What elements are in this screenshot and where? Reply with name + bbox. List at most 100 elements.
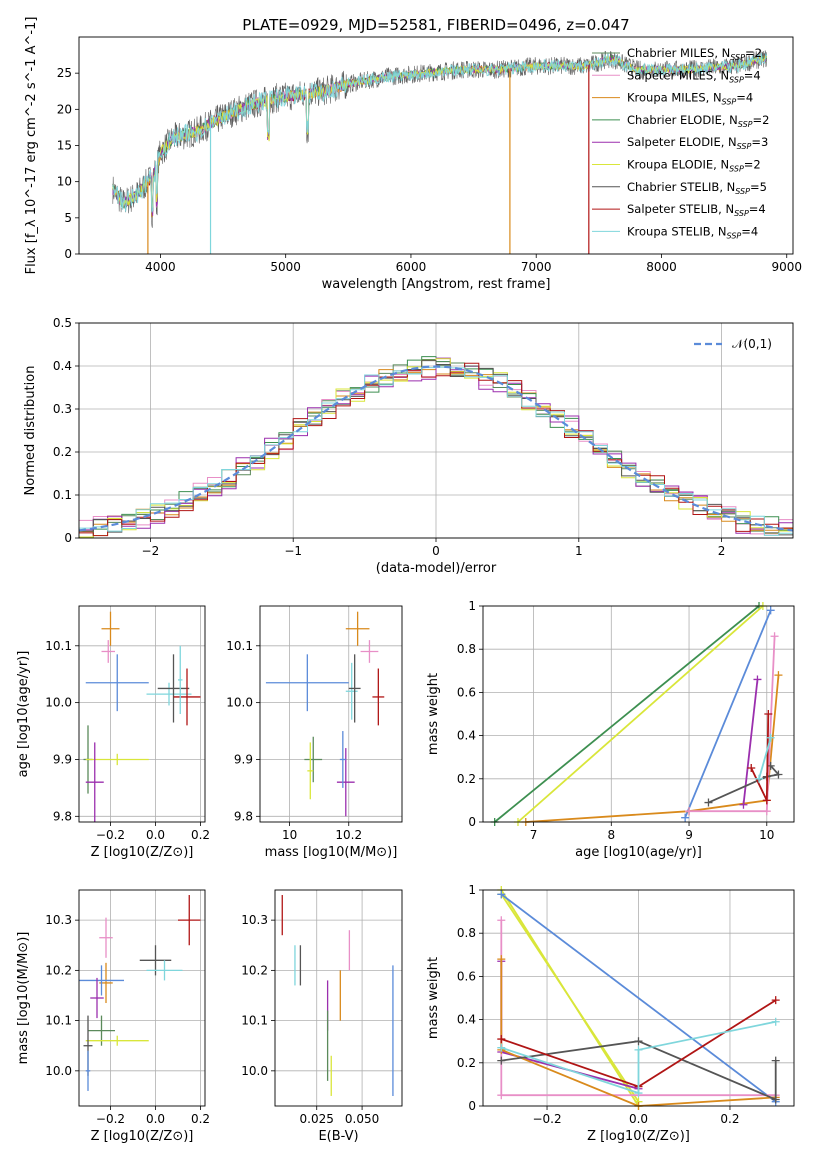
y-tick-label: 10.2 xyxy=(241,963,268,977)
axes-frame xyxy=(78,322,794,539)
x-axis-label: E(B-V) xyxy=(318,1129,358,1144)
weight-marker xyxy=(681,813,690,822)
x-tick-label: 10 xyxy=(282,828,297,842)
weight-line xyxy=(494,605,760,823)
x-axis-label: age [log10(age/yr)] xyxy=(575,845,702,860)
weight-line xyxy=(708,765,781,804)
x-tick-label: 5000 xyxy=(270,260,301,274)
x-tick-label: −0.2 xyxy=(532,1112,561,1126)
y-tick-label: 0.2 xyxy=(53,445,72,459)
axes-frame xyxy=(482,889,795,1107)
y-tick-label: 0.8 xyxy=(457,926,476,940)
weight-marker xyxy=(766,606,775,615)
y-axis-label: Normed distribution xyxy=(23,366,38,496)
x-tick-label: 0.0 xyxy=(146,1112,165,1126)
plot-area-residual_histogram xyxy=(79,356,793,538)
legend-label: Salpeter MILES, NSSP=4 xyxy=(627,68,761,84)
y-tick-label: 0.2 xyxy=(457,1056,476,1070)
weight-marker xyxy=(747,764,756,772)
x-tick-label: −2 xyxy=(142,544,160,558)
y-tick-label: 0.6 xyxy=(457,969,476,983)
weight-marker xyxy=(704,798,713,807)
panel-weight_vs_age: 7 8 9 10 0 0.2 0.4 0.6 0.8 1 age [log10(age/yr)] ma… xyxy=(426,599,795,860)
weight-marker xyxy=(497,955,506,964)
axes-frame xyxy=(78,605,206,823)
axes-frame xyxy=(259,605,403,823)
panel-residual_histogram: −2 −1 0 1 2 0 0.1 0.2 0.3 0.4 0.5 (data-model)/erro… xyxy=(23,316,794,576)
y-tick-label: 0.2 xyxy=(457,772,476,786)
x-tick-label: 0 xyxy=(432,544,440,558)
y-tick-label: 0.3 xyxy=(53,402,72,416)
y-tick-label: 10.3 xyxy=(45,913,72,927)
y-tick-label: 9.9 xyxy=(53,752,72,766)
weight-marker xyxy=(755,774,764,783)
y-axis-label: mass weight xyxy=(426,673,441,755)
y-tick-label: 0.4 xyxy=(53,359,72,373)
spectrum-line-kroupa-elodie xyxy=(112,55,767,209)
y-tick-label: 20 xyxy=(57,102,72,116)
weight-line xyxy=(501,1040,777,1101)
y-tick-label: 10.2 xyxy=(45,963,72,977)
y-tick-label: 1 xyxy=(468,599,476,613)
y-tick-label: 0 xyxy=(468,1099,476,1113)
y-tick-label: 9.9 xyxy=(234,752,253,766)
weight-line xyxy=(758,737,772,780)
y-tick-label: 10.0 xyxy=(45,1064,72,1078)
plot-area-spectrum xyxy=(112,49,768,254)
panel-age_vs_Z: −0.2 0.0 0.2 9.8 9.9 10.0 10.1 Z [log10(Z/Z⊙)] a… xyxy=(16,605,210,860)
legend-label: Salpeter STELIB, NSSP=4 xyxy=(627,202,766,218)
x-tick-label: 2 xyxy=(718,544,726,558)
weight-line xyxy=(525,675,780,823)
legend-label: Kroupa ELODIE, NSSP=2 xyxy=(627,158,761,174)
y-tick-label: 0.4 xyxy=(457,729,476,743)
x-tick-label: −0.2 xyxy=(96,828,125,842)
legend-label: Chabrier MILES, NSSP=2 xyxy=(627,46,762,62)
weight-marker xyxy=(634,1089,643,1098)
histogram-step-kroupa-elodie xyxy=(79,358,793,538)
y-tick-label: 0 xyxy=(64,531,72,545)
y-tick-label: 0.8 xyxy=(457,642,476,656)
plot-area-weight_vs_age xyxy=(490,602,783,826)
plot-area-weight_vs_Z xyxy=(497,886,780,1110)
x-tick-label: 10 xyxy=(759,828,774,842)
weight-marker xyxy=(762,807,771,816)
figure-title: PLATE=0929, MJD=52581, FIBERID=0496, z=0… xyxy=(242,16,629,34)
x-tick-label: 0.025 xyxy=(300,1112,334,1126)
y-axis-label: mass [log10(M/M⊙)] xyxy=(16,932,31,1065)
weight-line xyxy=(500,959,776,1107)
x-tick-label: 0.0 xyxy=(146,828,165,842)
weight-line xyxy=(500,893,777,1103)
x-tick-label: 4000 xyxy=(145,260,176,274)
y-tick-label: 0.5 xyxy=(53,316,72,330)
y-tick-label: 0.1 xyxy=(53,488,72,502)
y-tick-label: 10.0 xyxy=(241,1064,268,1078)
normal-reference-curve xyxy=(79,365,793,532)
y-tick-label: 10.1 xyxy=(241,1014,268,1028)
weight-marker xyxy=(774,770,783,779)
spectrum-line-kroupa-stelib xyxy=(112,52,768,213)
axes-frame xyxy=(78,36,794,255)
weight-marker xyxy=(634,1037,643,1046)
weight-marker xyxy=(497,890,506,899)
weight-marker xyxy=(762,796,771,805)
weight-marker xyxy=(497,1056,506,1065)
weight-marker xyxy=(685,807,694,816)
weight-line xyxy=(500,893,640,1103)
x-axis-label: Z [log10(Z/Z⊙)] xyxy=(91,1129,194,1144)
legend-label: Chabrier ELODIE, NSSP=2 xyxy=(627,113,769,129)
y-tick-label: 10.0 xyxy=(226,696,253,710)
weight-marker xyxy=(497,1091,506,1100)
weight-marker xyxy=(753,675,762,684)
y-tick-label: 10.1 xyxy=(45,1014,72,1028)
x-tick-label: −0.2 xyxy=(96,1112,125,1126)
weight-marker xyxy=(771,1017,780,1026)
y-tick-label: 10.3 xyxy=(241,913,268,927)
legend-label: Salpeter ELODIE, NSSP=3 xyxy=(627,135,768,151)
y-tick-label: 0.6 xyxy=(457,685,476,699)
weight-line xyxy=(684,609,772,819)
x-tick-label: −1 xyxy=(284,544,302,558)
plot-area-mass_vs_Z xyxy=(79,895,201,1091)
weight-marker xyxy=(770,632,779,641)
weight-marker xyxy=(634,1045,643,1054)
